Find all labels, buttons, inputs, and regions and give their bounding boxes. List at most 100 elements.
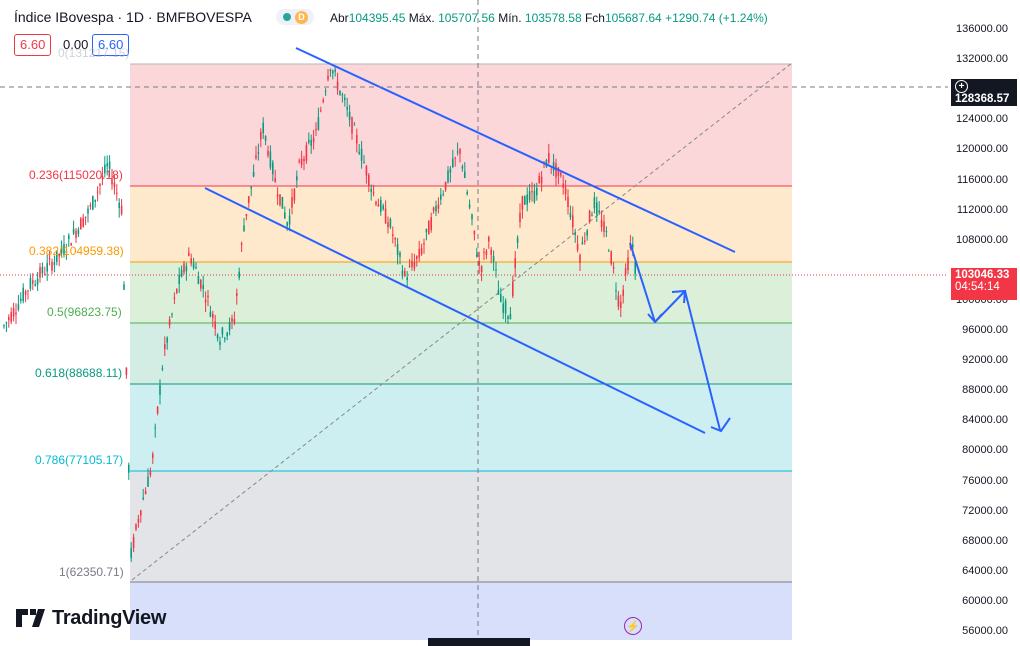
candle-body xyxy=(22,287,24,302)
candle-body xyxy=(236,293,238,297)
candle-body xyxy=(274,177,276,182)
candle-body xyxy=(456,151,459,153)
price-axis-label: 76000.00 xyxy=(962,474,1008,487)
candle-body xyxy=(168,319,171,326)
candle-body xyxy=(612,266,615,269)
price-axis-label: 132000.00 xyxy=(956,53,1008,66)
candle-body xyxy=(574,232,576,235)
price-axis-label: 64000.00 xyxy=(962,564,1008,577)
candle-body xyxy=(250,186,252,189)
candle-body xyxy=(490,249,492,255)
candle-body xyxy=(190,258,192,264)
candle-body xyxy=(106,163,108,167)
candle-body xyxy=(101,175,104,179)
candle-body xyxy=(17,304,20,310)
open-value: 104395.45 xyxy=(348,11,406,25)
low-label: Mín. xyxy=(498,11,522,25)
spread-value: 0.00 xyxy=(57,34,95,56)
candle-body xyxy=(533,190,536,202)
candle-body xyxy=(514,258,516,269)
candle-body xyxy=(360,148,363,161)
candle-body xyxy=(140,510,142,516)
candle-body xyxy=(296,176,298,181)
candle-body xyxy=(435,205,437,212)
candle-body xyxy=(560,172,562,176)
close-label: Fch xyxy=(584,11,605,25)
sell-button[interactable]: 6.60 xyxy=(14,34,52,56)
candle-body xyxy=(603,221,605,232)
price-axis-label: 88000.00 xyxy=(962,384,1008,397)
candle-body xyxy=(444,181,447,190)
candle-body xyxy=(620,301,622,309)
candle-body xyxy=(284,212,286,219)
candle-body xyxy=(269,151,272,168)
bar-countdown: 04:54:14 xyxy=(955,281,1000,293)
fib-retracement-zones xyxy=(130,62,793,640)
price-axis-label: 80000.00 xyxy=(962,444,1008,457)
candle-body xyxy=(46,263,48,272)
candle-body xyxy=(315,128,317,131)
candle-body xyxy=(548,153,550,163)
symbol-title[interactable]: Índice IBovespa · 1D · BMFBOVESPA xyxy=(14,9,252,25)
candle-body xyxy=(442,193,444,195)
candle-body xyxy=(432,207,435,211)
candle-body xyxy=(531,191,533,193)
candle-body xyxy=(308,139,310,143)
lightning-icon[interactable]: ⚡ xyxy=(624,617,642,635)
candle-body xyxy=(521,196,524,210)
tradingview-logo[interactable]: TradingView xyxy=(16,607,166,630)
candle-body xyxy=(634,261,636,274)
candle-body xyxy=(555,163,557,178)
high-value: 105707.56 xyxy=(438,11,495,25)
trendline xyxy=(629,242,656,323)
candle-body xyxy=(154,427,156,429)
candle-body xyxy=(63,243,65,255)
candle-body xyxy=(228,321,231,331)
candle-body xyxy=(113,182,116,187)
candle-body xyxy=(567,196,569,208)
plus-icon[interactable]: + xyxy=(955,80,968,93)
candle-body xyxy=(454,157,456,159)
candle-body xyxy=(552,161,555,171)
candle-body xyxy=(507,316,509,320)
candle-body xyxy=(627,257,629,271)
price-axis-label: 56000.00 xyxy=(962,625,1008,637)
candle-body xyxy=(332,70,334,74)
candle-body xyxy=(303,158,305,162)
candle-body xyxy=(300,158,303,165)
candle-body xyxy=(96,191,99,193)
candle-body xyxy=(156,406,159,414)
candle-body xyxy=(382,205,384,210)
candle-body xyxy=(437,204,440,209)
candle-body xyxy=(197,276,200,285)
candle-body xyxy=(512,282,514,297)
candle-body xyxy=(406,277,408,280)
candle-body xyxy=(557,167,560,176)
candle-body xyxy=(389,219,392,228)
candle-body xyxy=(356,135,358,144)
candle-body xyxy=(80,218,82,230)
candle-body xyxy=(562,183,564,188)
candle-body xyxy=(108,161,111,169)
candle-body xyxy=(461,166,464,169)
candle-body xyxy=(212,313,214,318)
candle-body xyxy=(77,229,80,235)
candle-body xyxy=(267,150,269,156)
change-value: +1290.74 (+1.24%) xyxy=(665,11,768,25)
candle-body xyxy=(291,197,293,208)
buy-button[interactable]: 6.60 xyxy=(92,34,130,56)
candle-body xyxy=(125,367,128,375)
candle-body xyxy=(351,117,353,134)
candle-body xyxy=(344,97,346,101)
candle-body xyxy=(416,256,418,259)
candle-body xyxy=(327,75,329,80)
candle-body xyxy=(569,213,572,218)
candle-body xyxy=(466,192,468,195)
candle-body xyxy=(166,337,168,343)
candle-body xyxy=(540,176,543,184)
candle-body xyxy=(420,248,423,255)
candle-body xyxy=(56,250,58,262)
market-status-indicator[interactable]: D xyxy=(276,9,314,25)
